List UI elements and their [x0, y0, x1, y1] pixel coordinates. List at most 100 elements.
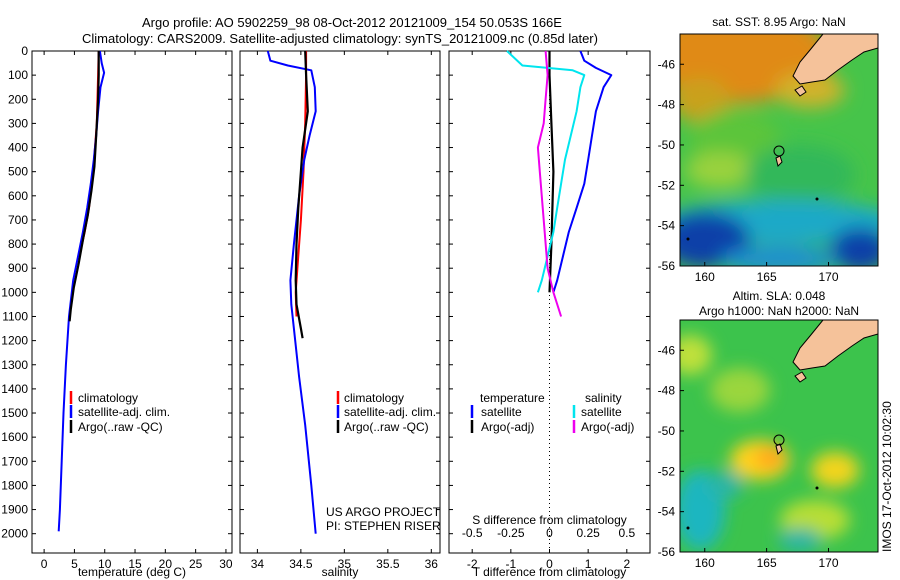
x-axis-label: salinity	[322, 565, 359, 579]
x-tick-label: 15	[128, 557, 142, 571]
salinity-legend: climatology satellite-adj. clim. Argo(..…	[336, 391, 436, 434]
y-tick-label: 1900	[1, 503, 28, 517]
difference-legend: temperature salinity satellite Argo(-adj…	[470, 391, 634, 434]
legend-label-s-argo: Argo(-adj)	[581, 420, 634, 434]
y-tick-label: 200	[8, 92, 28, 106]
map-y-tick-label: -54	[658, 505, 676, 519]
y-tick-label: 1100	[2, 309, 28, 323]
sst-mid-zone	[745, 145, 855, 205]
y-tick-label: 700	[8, 213, 28, 227]
y-tick-label: 1000	[1, 285, 28, 299]
salinity-panel: 34 34.5 35 35.5 36 salinity	[239, 50, 441, 579]
x-tick-label: 35	[338, 557, 352, 571]
campbell-island	[815, 486, 819, 490]
auckland-islands	[775, 155, 783, 167]
series-line-satellite-adj-clim	[57, 50, 106, 532]
sla-high-zone	[680, 335, 712, 375]
difference-panel: -2 -1 0 1 2 -0.5 -0.25 0 0.25 0.5S difference fro…	[448, 50, 651, 579]
x-tick-label: 36	[425, 557, 439, 571]
legend-label-argo: Argo(..raw -QC)	[344, 420, 429, 434]
legend-label-t-satellite: satellite	[481, 405, 522, 419]
x-tick-label: 1	[585, 557, 592, 571]
sst-map-title: sat. SST: 8.95 Argo: NaN	[712, 15, 845, 29]
sla-map	[680, 320, 878, 552]
campbell-island	[815, 197, 819, 201]
y-tick-label: 1800	[1, 478, 28, 492]
s-axis-label: S difference from climatology	[472, 513, 627, 527]
figure-title-line2: Climatology: CARS2009. Satellite-adjuste…	[82, 31, 598, 46]
y-tick-label: 500	[8, 165, 28, 179]
y-tick-label: 1200	[1, 334, 28, 348]
sla-high-zone	[811, 452, 859, 488]
s-tick-label: 0	[546, 526, 553, 540]
x-tick-label: 10	[98, 557, 112, 571]
map-y-tick-label: -52	[658, 178, 676, 192]
map-x-tick-label: 165	[757, 556, 777, 570]
y-tick-label: 1700	[1, 454, 28, 468]
series-line-argo-raw-qc	[294, 50, 309, 339]
x-tick-label: 0	[41, 557, 48, 571]
y-tick-label: 0	[21, 44, 28, 58]
map-y-tick-label: -46	[658, 57, 676, 71]
sst-warm-zone	[680, 78, 730, 122]
legend-label-climatology: climatology	[78, 391, 138, 405]
y-tick-label: 800	[8, 237, 28, 251]
map-y-tick-label: -56	[658, 545, 676, 559]
sla-map-title-line2: Argo h1000: NaN h2000: NaN	[699, 304, 859, 318]
legend-label-t-argo: Argo(-adj)	[481, 420, 534, 434]
y-tick-label: 300	[8, 116, 28, 130]
map-x-tick-label: 165	[757, 270, 777, 284]
legend-label-climatology: climatology	[344, 391, 404, 405]
x-tick-label: 0	[546, 557, 553, 571]
x-tick-label: -1	[506, 557, 517, 571]
temperature-legend: climatology satellite-adj. clim. Argo(..…	[69, 391, 170, 434]
map-x-tick-label: 170	[818, 556, 838, 570]
plot-frame	[31, 50, 233, 554]
series-line-temperature-argo-adj	[548, 51, 555, 293]
sla-low-zone	[707, 471, 743, 499]
y-tick-label: 400	[8, 141, 28, 155]
new-zealand-land	[792, 320, 878, 371]
map-y-tick-label: -48	[658, 98, 676, 112]
map-y-tick-label: -50	[658, 424, 676, 438]
map-y-tick-label: -56	[658, 259, 676, 273]
macquarie-island	[686, 237, 690, 241]
legend-header-salinity: salinity	[585, 391, 622, 405]
series-line-argo-raw-qc	[68, 51, 100, 322]
imos-timestamp: IMOS 17-Oct-2012 10:02:30	[880, 401, 894, 552]
series-line-salinity-satellite	[506, 50, 586, 293]
x-tick-label: -2	[467, 557, 478, 571]
sst-map	[680, 34, 878, 266]
map-x-tick-label: 170	[818, 270, 838, 284]
sst-warm-zone	[775, 72, 845, 108]
y-tick-label: 2000	[1, 527, 28, 541]
legend-label-argo: Argo(..raw -QC)	[78, 420, 163, 434]
plot-frame	[448, 50, 651, 554]
map-y-tick-label: -46	[658, 343, 676, 357]
y-tick-label: 1300	[1, 358, 28, 372]
map-y-tick-label: -48	[658, 384, 676, 398]
sla-high-zone	[756, 448, 784, 468]
s-tick-label: 0.25	[576, 526, 600, 540]
y-tick-label: 900	[8, 261, 28, 275]
map-y-tick-label: -50	[658, 138, 676, 152]
map-x-tick-label: 160	[695, 556, 715, 570]
x-tick-label: 5	[71, 557, 78, 571]
sla-map-title-line1: Altim. SLA: 0.048	[733, 289, 826, 303]
sla-high-zone	[710, 368, 770, 412]
project-line1: US ARGO PROJECT	[326, 505, 441, 519]
temperature-panel: 0100200300400500600700800900100011001200…	[1, 44, 233, 579]
x-tick-label: 25	[189, 557, 203, 571]
macquarie-island	[686, 526, 690, 530]
x-tick-label: 30	[219, 557, 233, 571]
new-zealand-land	[792, 34, 878, 85]
project-line2: PI: STEPHEN RISER	[326, 519, 441, 533]
x-tick-label: 34.5	[289, 557, 313, 571]
argo-float-marker	[773, 145, 785, 157]
sst-cool-zone	[720, 246, 840, 266]
sst-map-axes: 160 165 170 -46 -48 -50 -52 -54 -56	[658, 57, 839, 284]
figure-title-line1: Argo profile: AO 5902259_98 08-Oct-2012 …	[142, 15, 562, 30]
x-tick-label: 34	[251, 557, 265, 571]
s-tick-label: -0.25	[497, 526, 525, 540]
